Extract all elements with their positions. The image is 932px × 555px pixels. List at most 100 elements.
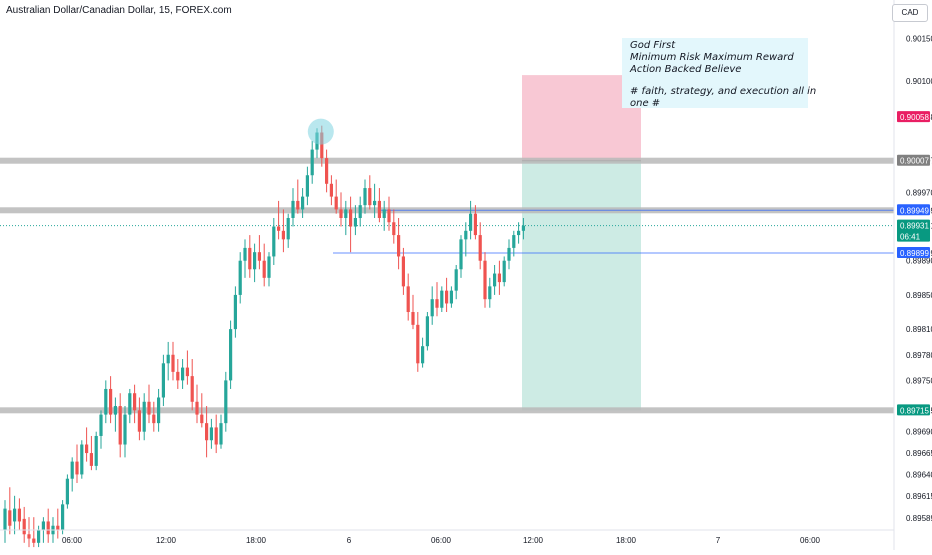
candle-body [507,247,511,261]
time-tick-label: 06:00 [431,536,452,545]
candle-body [205,423,209,441]
candle-body [425,316,429,347]
support-resistance-level [0,157,894,164]
candle-body [128,393,132,415]
note-line: # faith, strategy, and execution all in [630,86,817,97]
candle-body [257,252,261,261]
candle-body [373,200,377,206]
candle-body [147,401,151,415]
candle-body [353,217,357,227]
candle-body [286,217,290,240]
candle-body [473,213,477,236]
price-label-text: 0.90058 [900,113,929,122]
candle-body [325,158,329,184]
candle-body [421,346,425,364]
price-label: 0.90058 [897,111,930,123]
support-resistance-level [0,407,894,414]
candle-body [281,230,285,240]
candle-body [80,444,84,475]
candle-body [430,299,434,317]
symbol-title[interactable]: Australian Dollar/Canadian Dollar, 15, F… [6,5,232,16]
candle-body [46,521,50,535]
price-label-text: 0.89949 [900,206,929,215]
candle-body [181,367,185,381]
candle-body [320,132,324,159]
candle-body [61,504,65,530]
candle-body [449,290,453,304]
time-tick-label: 06:00 [62,536,83,545]
note-box[interactable]: God First Minimum Risk Maximum Reward Ac… [622,38,817,109]
candle-body [344,209,348,218]
price-label: 0.89931 06:41 [897,219,930,242]
candle-body [89,453,93,466]
candle-body [277,226,281,231]
currency-button[interactable]: CAD [892,4,928,22]
candle-body [435,299,439,308]
candle-body [17,508,21,522]
time-tick-label: 18:00 [246,536,267,545]
candle-body [133,393,137,411]
price-label-bg [897,219,930,242]
candle-body [94,435,98,466]
candle-body [56,525,60,530]
candle-body [454,269,458,291]
candle-body [334,196,338,210]
candle-body [397,235,401,257]
candle-body [22,518,26,535]
candle-body [502,260,506,283]
price-tick-label: 0.89615 [906,492,932,501]
candle-body [310,149,314,176]
candle-body [493,273,497,287]
candle-body [392,222,396,236]
candle-body [137,410,141,432]
candle-body [32,538,36,543]
candle-body [70,461,74,479]
candle-body [229,329,233,381]
candle-body [233,294,237,330]
candle-body [243,247,247,261]
time-tick-label: 7 [716,536,721,545]
horizontal-levels [0,157,894,414]
candle-body [517,230,521,236]
candle-body [349,209,353,227]
candle-body [464,230,468,240]
candle-body [3,508,7,530]
candle-body [382,209,386,218]
candle-body [296,200,300,210]
note-line: one # [630,98,661,109]
candle-body [214,427,218,445]
price-labels: 0.90058 0.90007 0.89949 0.89931 06:41 0.89899… [897,111,930,416]
candle-body [123,414,127,445]
candle-body [512,235,516,248]
candle-body [8,510,12,526]
candle-body [301,196,305,210]
candle-body [253,252,257,270]
price-label-bg [897,111,930,123]
candle-body [142,401,146,432]
candle-body [521,225,525,231]
price-label-text: 0.89899 [900,249,929,258]
candle-body [406,286,410,313]
price-axis: 0.901500.901000.900580.900070.899700.899… [906,34,932,523]
price-tick-label: 0.89665 [906,449,932,458]
candle-body [37,530,41,543]
time-tick-label: 06:00 [800,536,821,545]
candle-body [195,401,199,415]
swing-high-marker [307,118,334,145]
candle-body [41,521,45,530]
position-zones [522,75,641,411]
price-label-text: 0.89931 [900,222,929,231]
candle-body [219,423,223,445]
candle-body [118,406,122,445]
candle-body [185,367,189,377]
candle-body [157,397,161,424]
candle-body [99,414,103,436]
candle-body [238,260,242,295]
